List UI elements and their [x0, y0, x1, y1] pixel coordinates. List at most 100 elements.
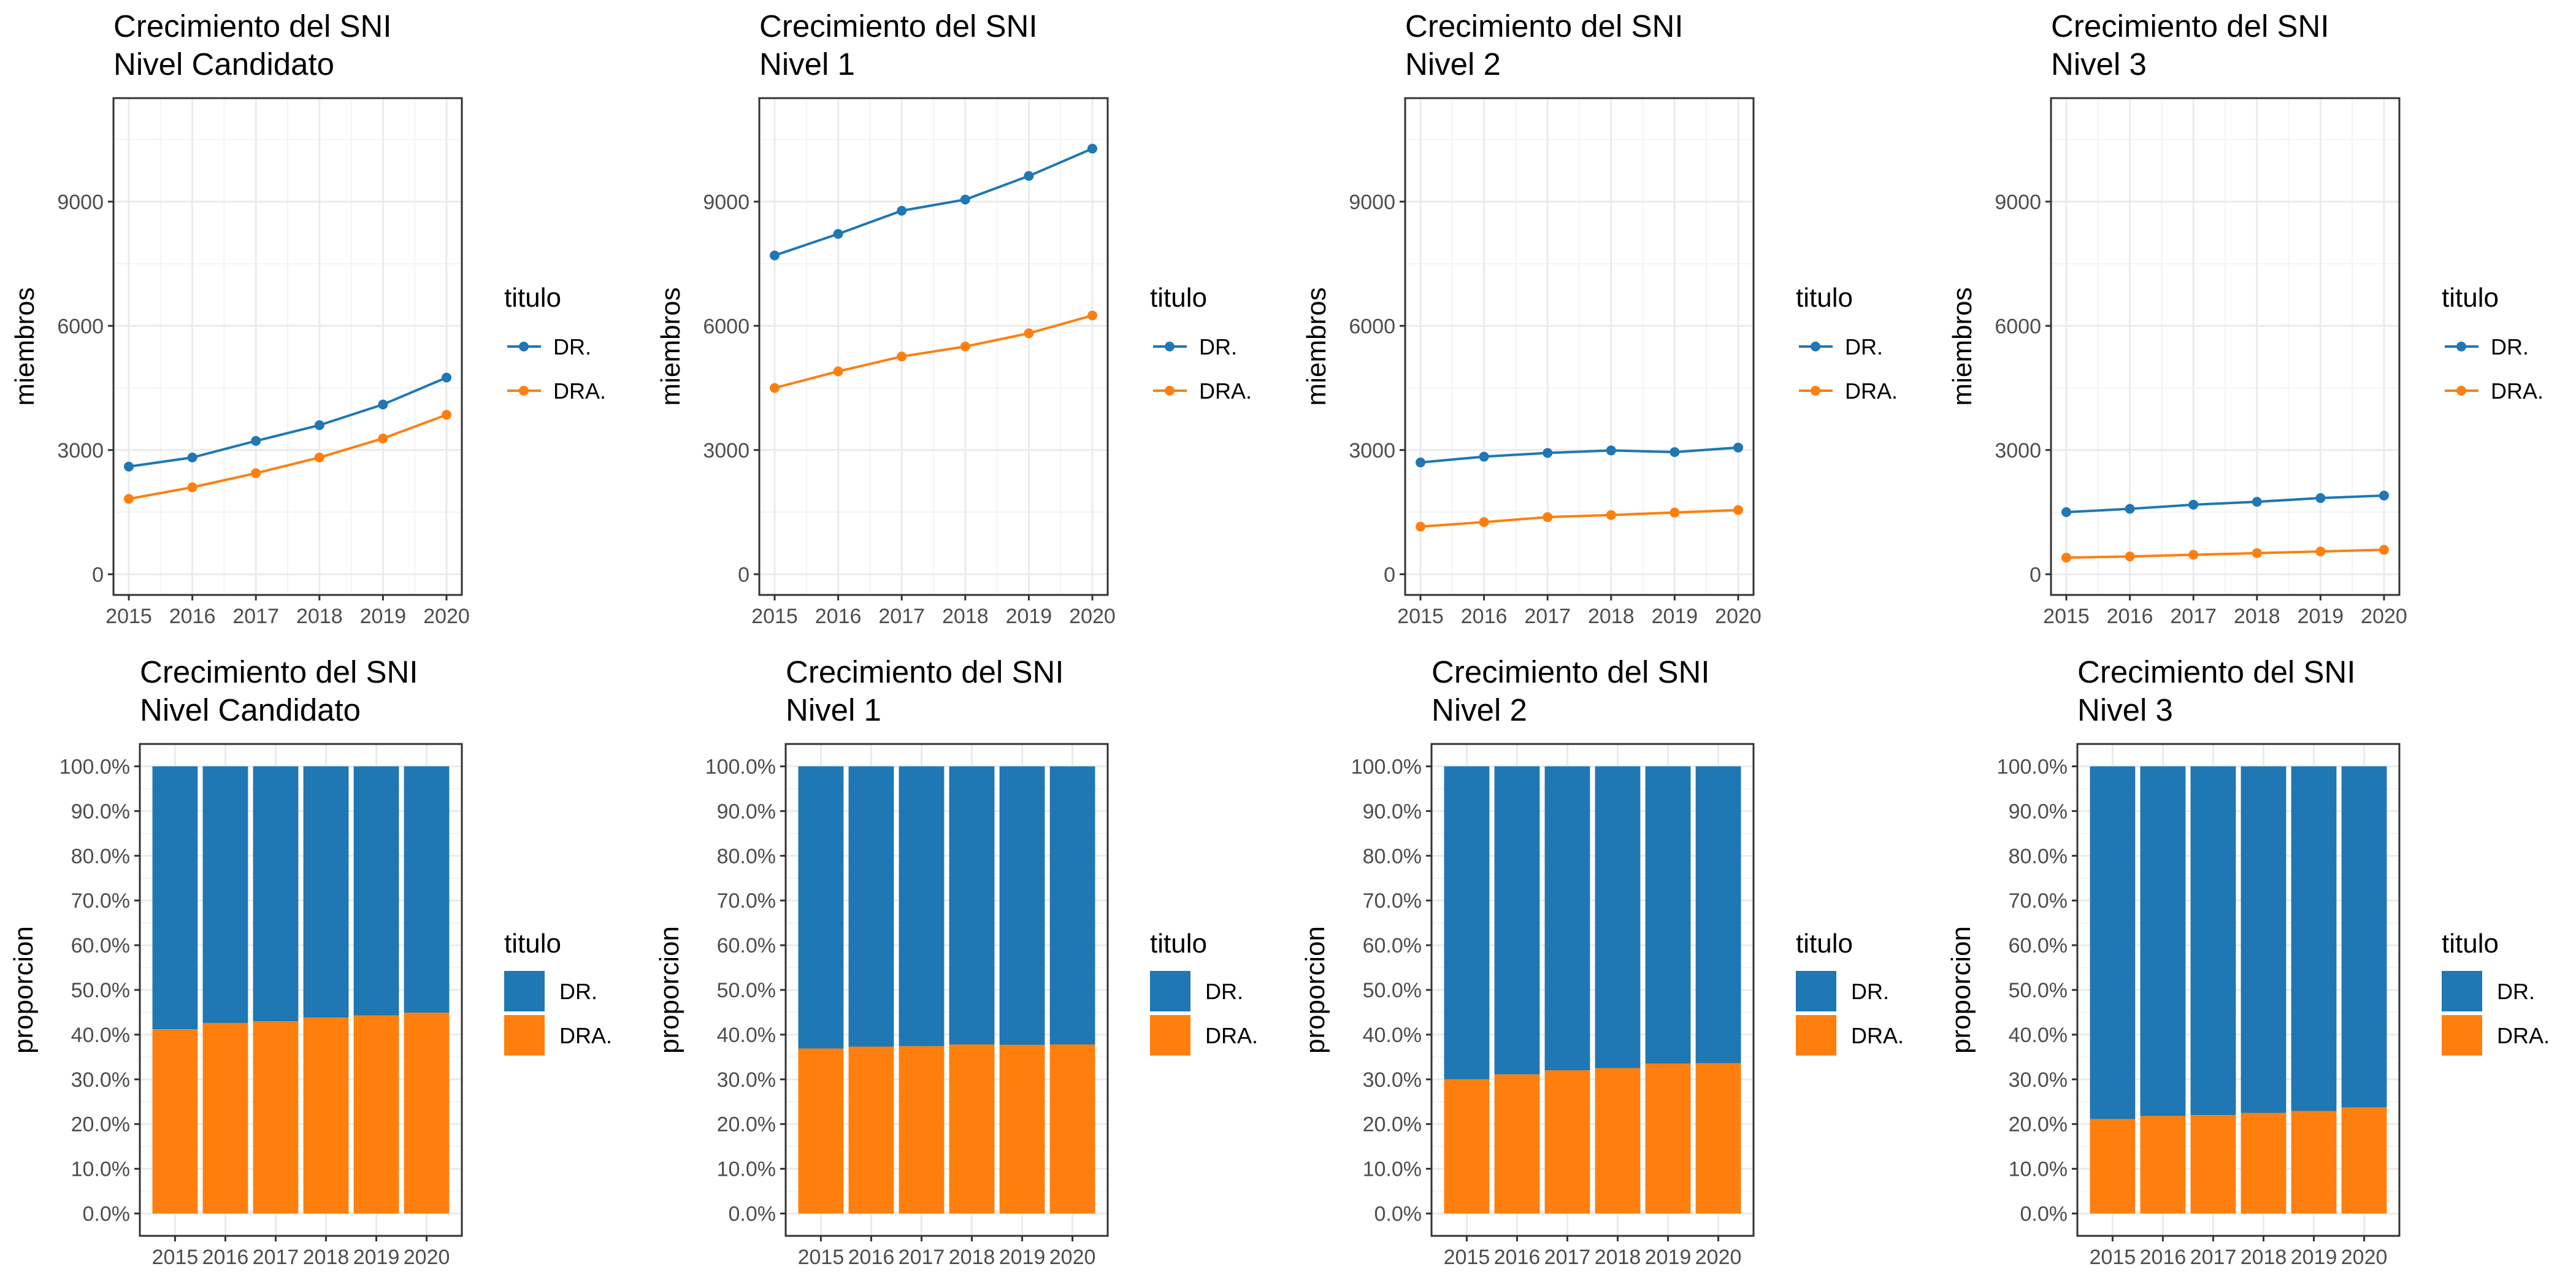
- chart-title-line-2: Nivel 2: [1405, 47, 1501, 82]
- y-tick-label: 70.0%: [71, 889, 130, 913]
- y-tick-label: 3000: [1995, 439, 2041, 462]
- y-tick-label: 0: [92, 563, 104, 586]
- x-tick-label: 2019: [2291, 1246, 2337, 1269]
- data-point: [1543, 512, 1553, 523]
- legend-key-point: [2456, 386, 2466, 396]
- x-tick-label: 2017: [2190, 1246, 2237, 1269]
- bar-dra: [353, 1015, 399, 1214]
- x-tick-label: 2015: [798, 1246, 845, 1269]
- y-tick-label: 30.0%: [1363, 1068, 1422, 1092]
- y-tick-label: 9000: [703, 191, 749, 214]
- legend: titulo DR. DRA.: [504, 283, 606, 404]
- x-tick-label: 2016: [169, 605, 216, 628]
- data-point: [897, 351, 907, 362]
- legend: titulo DR. DRA.: [1150, 929, 1258, 1056]
- x-tick-label: 2017: [1524, 605, 1571, 628]
- y-tick-label: 30.0%: [717, 1068, 776, 1092]
- x-tick-label: 2020: [2361, 605, 2407, 628]
- x-tick-label: 2018: [296, 605, 343, 628]
- bar-dr: [253, 766, 299, 1022]
- legend: titulo DR. DRA.: [1150, 283, 1252, 404]
- data-point: [378, 433, 388, 443]
- bar-dra: [2291, 1111, 2337, 1214]
- data-point: [1606, 445, 1616, 456]
- plot-border: [2050, 97, 2401, 596]
- y-tick-label: 40.0%: [71, 1024, 130, 1047]
- data-point: [1024, 171, 1034, 181]
- x-tick-label: 2015: [2043, 605, 2090, 628]
- x-tick-label: 2020: [404, 1246, 450, 1269]
- x-tick-label: 2017: [878, 605, 925, 628]
- x-tick-label: 2016: [1461, 605, 1508, 628]
- y-tick-label: 3000: [57, 439, 104, 462]
- y-tick-label: 90.0%: [71, 800, 130, 823]
- data-point: [2252, 497, 2262, 507]
- legend-title: titulo: [1150, 929, 1207, 959]
- data-point: [1606, 510, 1616, 520]
- chart-title-line-2: Nivel 3: [2051, 47, 2147, 82]
- y-axis-title: miembros: [1301, 287, 1332, 405]
- y-tick-label: 40.0%: [717, 1024, 776, 1047]
- data-point: [124, 494, 134, 504]
- legend-label: DR.: [553, 334, 591, 359]
- chart-title-line-1: Crecimiento del SNI: [2077, 654, 2356, 689]
- legend-label: DRA.: [1205, 1023, 1258, 1048]
- data-point: [2125, 551, 2135, 562]
- data-point: [2188, 550, 2199, 560]
- series-line-dra: [774, 314, 1093, 389]
- y-tick-label: 20.0%: [2009, 1113, 2068, 1137]
- data-point: [2188, 499, 2199, 510]
- bar-dr: [798, 766, 844, 1049]
- chart-title-line-2: Nivel 2: [1432, 692, 1527, 727]
- data-point: [187, 482, 197, 493]
- legend-key-point: [1811, 386, 1820, 396]
- y-tick-label: 10.0%: [71, 1158, 130, 1181]
- y-axis-title: miembros: [10, 287, 40, 405]
- y-tick-label: 90.0%: [2009, 800, 2068, 823]
- legend-label: DR.: [1851, 979, 1889, 1004]
- bar-dra: [1645, 1064, 1691, 1214]
- legend-key-swatch: [2442, 971, 2482, 1011]
- y-tick-label: 20.0%: [1363, 1113, 1422, 1137]
- data-point: [1479, 517, 1489, 527]
- bar-dra: [2190, 1115, 2236, 1214]
- chart-title-line-2: Nivel Candidato: [140, 692, 361, 727]
- x-tick-label: 2015: [105, 605, 152, 628]
- y-tick-label: 90.0%: [717, 800, 776, 823]
- plot-border: [784, 743, 1109, 1237]
- y-tick-label: 6000: [1995, 315, 2041, 338]
- y-tick-label: 10.0%: [2009, 1158, 2068, 1181]
- chart-title-line-2: Nivel 1: [759, 47, 855, 82]
- series-line-dra: [128, 413, 447, 500]
- bar-dra: [152, 1029, 198, 1214]
- legend: titulo DR. DRA.: [1796, 283, 1898, 404]
- plot-border: [1404, 97, 1755, 596]
- data-point: [2315, 546, 2326, 557]
- x-tick-label: 2016: [2107, 605, 2153, 628]
- bar-dra: [1444, 1079, 1490, 1214]
- legend: titulo DR. DRA.: [1796, 929, 1904, 1056]
- data-point: [314, 452, 324, 462]
- data-point: [1416, 458, 1425, 467]
- plot-border: [139, 743, 463, 1237]
- bar-dr: [404, 766, 450, 1013]
- legend-key-point: [519, 386, 529, 396]
- data-point: [1087, 310, 1097, 321]
- legend-key-swatch: [1150, 1015, 1190, 1056]
- bar-dr: [303, 766, 349, 1018]
- y-tick-label: 50.0%: [1363, 979, 1422, 1002]
- y-tick-label: 50.0%: [2009, 979, 2068, 1002]
- legend-label: DRA.: [1199, 378, 1252, 404]
- x-tick-label: 2019: [360, 605, 407, 628]
- bar-dr: [2341, 766, 2387, 1108]
- bar-dra: [2140, 1116, 2186, 1214]
- y-tick-label: 80.0%: [71, 845, 130, 868]
- y-tick-label: 70.0%: [717, 889, 776, 913]
- data-point: [314, 420, 324, 431]
- data-point: [2061, 507, 2071, 517]
- data-point: [442, 372, 451, 383]
